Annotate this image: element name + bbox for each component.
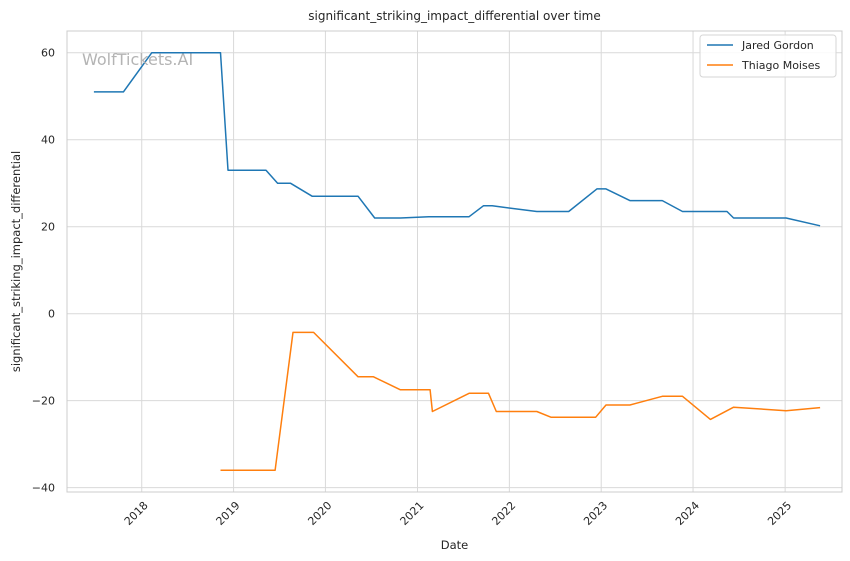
x-tick-label: 2018: [122, 499, 151, 528]
x-tick-label: 2024: [673, 499, 702, 528]
y-tick-label: −20: [32, 395, 55, 408]
y-axis-ticks: −40 −20 0 20 40 60: [32, 47, 55, 495]
x-tick-label: 2019: [214, 499, 243, 528]
legend-label-jared-gordon: Jared Gordon: [741, 39, 814, 52]
x-tick-label: 2020: [305, 499, 334, 528]
series-layer: [93, 51, 821, 472]
watermark: WolfTickets.AI: [82, 50, 193, 69]
plot-area: [66, 30, 843, 493]
x-tick-label: 2025: [765, 499, 794, 528]
x-axis-label: Date: [441, 538, 469, 552]
x-tick-label: 2021: [398, 499, 427, 528]
y-axis-label: significant_striking_impact_differential: [9, 151, 23, 372]
legend-label-thiago-moises: Thiago Moises: [741, 59, 820, 72]
legend: Jared Gordon Thiago Moises: [699, 34, 837, 78]
x-tick-label: 2023: [581, 499, 610, 528]
x-axis-ticks: 2018 2019 2020 2021 2022 2023 2024 2025: [122, 499, 794, 528]
x-tick-label: 2022: [489, 499, 518, 528]
y-tick-label: 40: [41, 134, 55, 147]
legend-box: [699, 34, 837, 78]
y-tick-label: 20: [41, 221, 55, 234]
chart-title: significant_striking_impact_differential…: [308, 9, 600, 23]
series-line-thiago-moises: [220, 331, 821, 472]
y-tick-label: −40: [32, 482, 55, 495]
plot-background: [67, 31, 842, 492]
y-tick-label: 0: [48, 308, 55, 321]
y-tick-label: 60: [41, 47, 55, 60]
series-line-jared-gordon: [93, 51, 821, 227]
plot-frame: [66, 30, 843, 493]
